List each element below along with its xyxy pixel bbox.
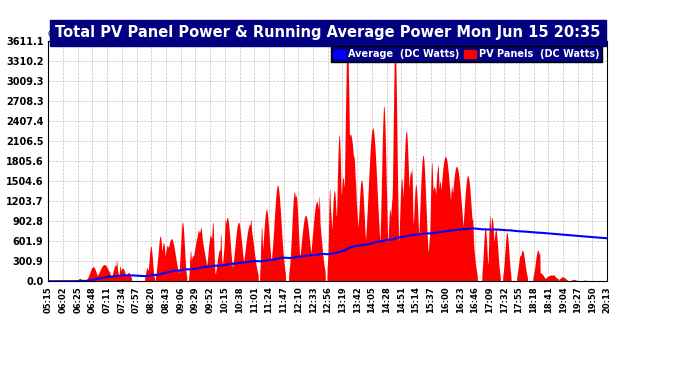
Text: Copyright 2015 Cartronics.com: Copyright 2015 Cartronics.com: [48, 30, 190, 39]
Legend: Average  (DC Watts), PV Panels  (DC Watts): Average (DC Watts), PV Panels (DC Watts): [331, 46, 602, 62]
Title: Total PV Panel Power & Running Average Power Mon Jun 15 20:35: Total PV Panel Power & Running Average P…: [55, 25, 600, 40]
